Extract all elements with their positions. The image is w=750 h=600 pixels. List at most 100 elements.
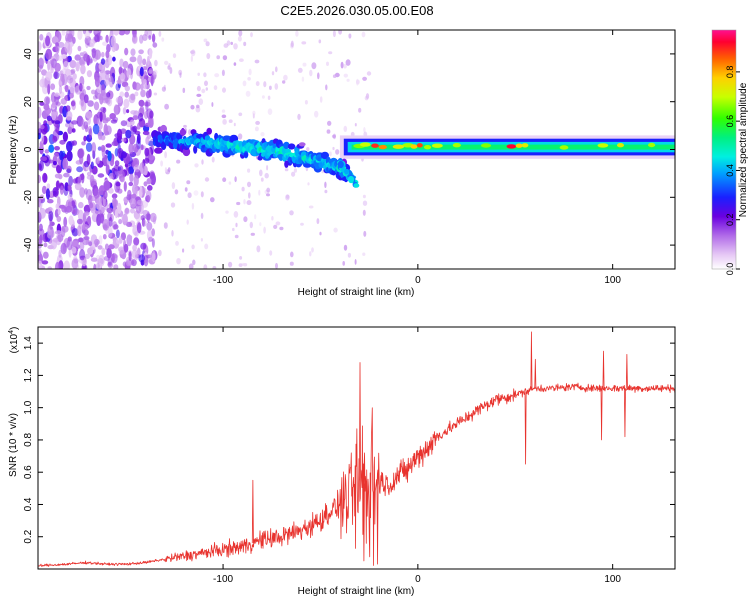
- noise-blobs: [38, 30, 372, 269]
- noise-blob: [123, 137, 128, 144]
- noise-blob: [361, 31, 366, 38]
- noise-blob: [134, 231, 139, 237]
- spectrogram-y-label: Frequency (Hz): [8, 116, 19, 185]
- noise-blob: [237, 36, 242, 42]
- noise-blob: [122, 60, 129, 69]
- noise-blob: [212, 266, 217, 269]
- ridge-blob: [298, 142, 306, 147]
- noise-blob: [82, 30, 87, 35]
- noise-blob: [90, 178, 97, 184]
- noise-blob: [130, 124, 134, 131]
- noise-blob: [84, 124, 89, 133]
- noise-blob: [146, 221, 153, 231]
- noise-blob: [42, 233, 49, 243]
- noise-blob: [57, 233, 64, 243]
- noise-blob: [326, 61, 329, 66]
- noise-blob: [52, 238, 59, 243]
- colorbar-gradient: [712, 30, 736, 269]
- noise-blob: [254, 59, 260, 64]
- hot-spot: [359, 142, 371, 147]
- noise-blob: [48, 159, 54, 164]
- noise-blob: [283, 74, 288, 81]
- noise-blob: [130, 48, 136, 56]
- noise-blob: [256, 245, 261, 253]
- noise-blob: [151, 238, 155, 248]
- y-tick-label: -20: [23, 190, 34, 205]
- noise-blob: [348, 33, 352, 39]
- noise-blob: [196, 93, 202, 97]
- noise-blob: [93, 188, 100, 199]
- noise-blob: [119, 72, 126, 82]
- noise-blob: [239, 256, 243, 260]
- noise-blob: [167, 167, 171, 173]
- noise-blob: [49, 220, 53, 230]
- noise-blob: [105, 92, 110, 100]
- noise-blob: [195, 106, 201, 113]
- noise-blob: [123, 181, 127, 192]
- noise-blob: [247, 168, 251, 173]
- noise-blob: [89, 38, 95, 48]
- noise-blob: [120, 177, 125, 183]
- ridge-blob: [348, 175, 355, 183]
- hot-spot: [431, 143, 443, 148]
- noise-blob: [60, 242, 67, 255]
- noise-blob: [335, 149, 340, 155]
- noise-blob: [58, 249, 62, 258]
- noise-blob: [114, 209, 118, 219]
- noise-blob: [126, 109, 130, 114]
- noise-blob: [140, 83, 144, 91]
- noise-blob: [260, 177, 264, 182]
- noise-blob: [269, 85, 272, 91]
- noise-blob: [222, 177, 227, 182]
- hot-spot: [416, 143, 423, 148]
- colorbar-tick-label: 0.4: [725, 164, 735, 177]
- y-tick-label: 1.2: [23, 368, 34, 382]
- noise-blob: [201, 88, 206, 94]
- noise-blob: [243, 199, 246, 205]
- noise-blob: [233, 43, 238, 50]
- y-tick-label: 1.4: [23, 336, 34, 350]
- noise-blob: [45, 48, 53, 60]
- noise-blob: [108, 75, 114, 88]
- noise-blob: [129, 173, 134, 183]
- noise-blob: [260, 132, 265, 137]
- noise-blob: [96, 156, 100, 164]
- noise-blob: [93, 101, 100, 111]
- hot-spot: [410, 144, 418, 149]
- noise-blob: [138, 99, 145, 107]
- noise-blob: [44, 96, 51, 105]
- colorbar-tick-label: 0.6: [725, 115, 735, 128]
- noise-blob: [64, 40, 71, 53]
- noise-blob: [201, 159, 204, 165]
- noise-blob: [50, 229, 55, 238]
- noise-blob: [362, 76, 367, 81]
- noise-blob: [190, 104, 195, 110]
- noise-blob: [131, 193, 137, 199]
- noise-blob: [183, 124, 187, 128]
- noise-blob: [145, 136, 150, 145]
- noise-blob: [67, 193, 73, 200]
- noise-blob: [293, 168, 297, 173]
- noise-blob: [132, 183, 138, 195]
- noise-blob: [128, 93, 136, 104]
- noise-blob: [254, 214, 257, 220]
- noise-blob: [223, 43, 229, 48]
- noise-blob: [188, 129, 192, 136]
- noise-blob: [250, 232, 255, 236]
- noise-blob: [56, 215, 62, 223]
- x-tick-label: 0: [415, 275, 421, 286]
- noise-blob: [171, 230, 174, 237]
- noise-blob: [45, 35, 51, 47]
- noise-blob: [119, 58, 124, 68]
- noise-blob: [186, 219, 189, 225]
- noise-blob: [125, 129, 132, 139]
- hot-spot: [371, 143, 379, 148]
- noise-blob: [329, 151, 332, 157]
- ridge-blob: [182, 147, 191, 157]
- noise-blob: [38, 68, 42, 73]
- noise-blob: [65, 105, 71, 112]
- noise-blob: [61, 68, 68, 75]
- noise-blob: [163, 84, 166, 90]
- noise-blob: [267, 108, 273, 115]
- noise-blob: [243, 41, 247, 47]
